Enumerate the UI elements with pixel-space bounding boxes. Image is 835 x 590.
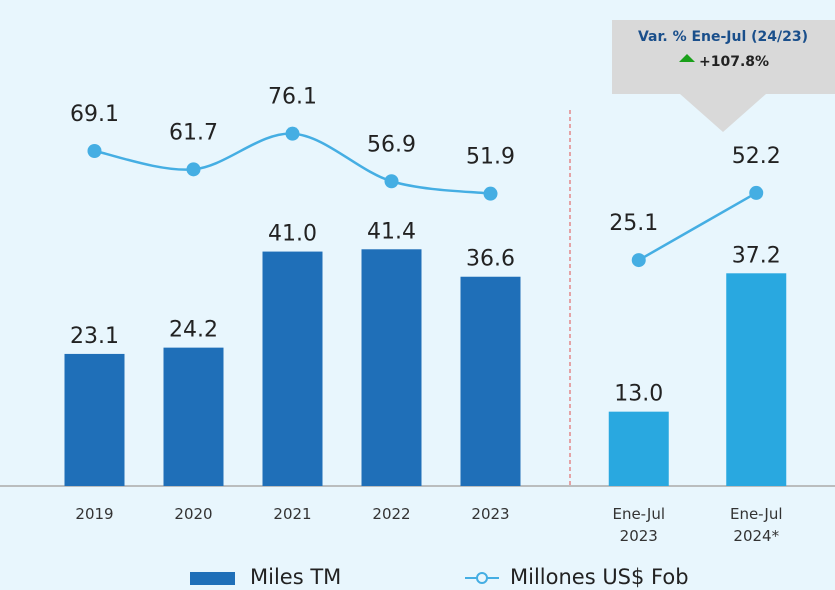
x-tick-label: 2020 (174, 505, 213, 523)
bar-value-label: 41.4 (367, 219, 416, 244)
line-point (87, 144, 102, 159)
x-tick-label: 2021 (273, 505, 312, 523)
bar-value-label: 24.2 (169, 318, 218, 343)
line-value-label: 69.1 (70, 102, 119, 127)
up-arrow (679, 54, 695, 62)
x-tick-label: Ene-Jul 2023 (612, 505, 666, 545)
bar-value-label: 36.6 (466, 247, 515, 272)
line-value-label: 76.1 (268, 85, 317, 110)
line-point (483, 186, 498, 201)
bar (163, 347, 224, 486)
line (94, 132, 491, 195)
legend-swatch (476, 572, 488, 584)
bar-value-label: 37.2 (732, 243, 781, 268)
legend-label: Millones US$ Fob (510, 565, 689, 589)
line (638, 191, 757, 262)
line-point (384, 174, 399, 189)
bar (262, 251, 323, 486)
x-tick-label: 2022 (372, 505, 411, 523)
bar (361, 249, 422, 486)
line-point (749, 185, 764, 200)
annotation-value: +107.8% (699, 54, 769, 70)
legend-label: Miles TM (250, 565, 341, 589)
line-point (285, 126, 300, 141)
bar-value-label: 23.1 (70, 324, 119, 349)
x-tick-label: Ene-Jul 2024* (729, 505, 783, 545)
line-value-label: 61.7 (169, 120, 218, 145)
legend-swatch (190, 572, 235, 585)
line-point (186, 162, 201, 177)
bar (64, 353, 125, 486)
bar-value-label: 41.0 (268, 222, 317, 247)
line-value-label: 52.2 (732, 144, 781, 169)
callout-arrow (680, 94, 766, 132)
callout-box (612, 20, 835, 94)
bar (726, 273, 787, 486)
x-tick-label: 2019 (75, 505, 114, 523)
line-value-label: 51.9 (466, 145, 515, 170)
line-point (631, 253, 646, 268)
bar (460, 276, 521, 486)
line-value-label: 25.1 (609, 211, 658, 236)
annotation-title: Var. % Ene-Jul (24/23) (638, 29, 808, 45)
x-tick-label: 2023 (471, 505, 510, 523)
bar-value-label: 13.0 (614, 382, 663, 407)
bar (608, 411, 669, 486)
line-value-label: 56.9 (367, 132, 416, 157)
